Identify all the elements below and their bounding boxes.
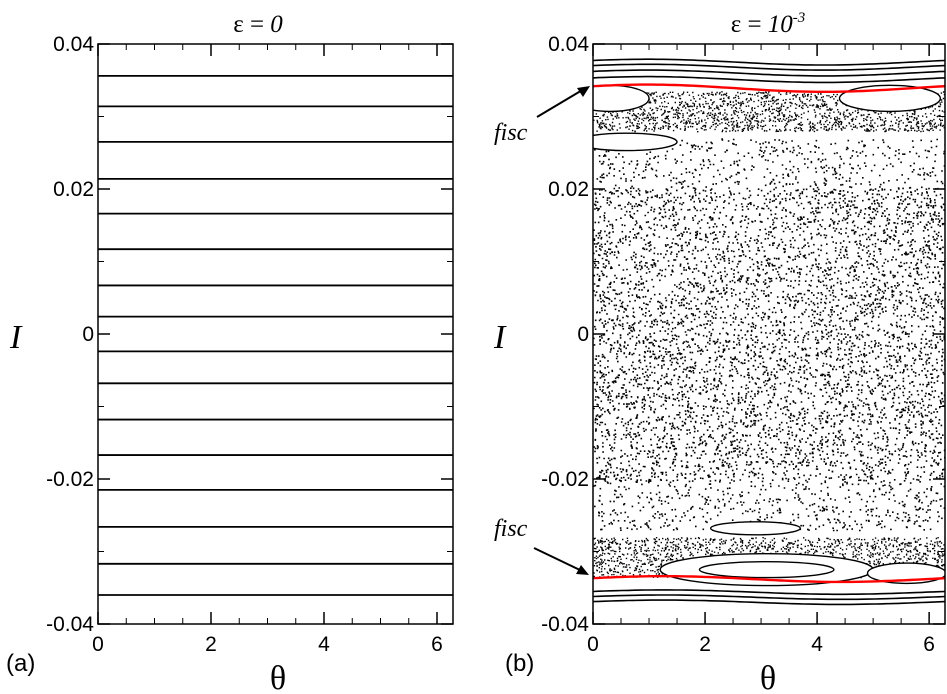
- panel-a-ytick-label-3: -0.02: [46, 468, 94, 491]
- panel-b-fisc-curve-1: [593, 575, 945, 584]
- panel-a-ytick-label-0: 0.04: [53, 33, 94, 56]
- panel-a-ylabel: I: [9, 319, 23, 356]
- panel-b-xlabel: θ: [760, 660, 776, 694]
- panel-b-chaotic-points: [593, 91, 945, 579]
- panel-a-tick-labels: 0 2 4 6 0.04 0.02 0 -0.02 -0.04: [46, 33, 443, 656]
- panel-a-xtick-label-1: 2: [205, 633, 217, 656]
- panel-b-ytick-label-1: 0.02: [548, 178, 589, 201]
- panel-b-frame: [592, 43, 946, 625]
- panel-a-ytick-label-2: 0: [82, 323, 94, 346]
- panel-b-tick-labels: 0 2 4 6 0.04 0.02 0 -0.02 -0.04: [541, 33, 935, 656]
- panel-a: ε = 0 0 2 4 6 0.04 0.02 0 -0.02 -0.04 I θ (a): [6, 11, 454, 694]
- panel-a-xlabel: θ: [270, 660, 286, 694]
- panel-b-kam-curve-top-0: [593, 58, 945, 66]
- panel-a-xtick-label-3: 6: [431, 633, 443, 656]
- panel-b-ticks: [592, 43, 945, 625]
- panel-a-xtick-label-0: 0: [92, 633, 104, 656]
- panel-b-kam-curve-bottom-1: [593, 594, 945, 601]
- panel-b-kam-curve-top-1: [593, 63, 945, 71]
- panel-a-ytick-label-4: -0.04: [46, 613, 94, 636]
- panel-b-title: ε = 10-3: [731, 10, 806, 38]
- panel-b: ε = 10-3 0 2 4 6 0.04 0.02 0 -0.02 -0.04 I θ (b)…: [493, 10, 946, 694]
- fisc-arrow-bottom: [533, 547, 589, 575]
- panel-b-fisc-curves: [593, 83, 945, 584]
- panel-b-ytick-label-3: -0.02: [541, 468, 589, 491]
- panel-a-title: ε = 0: [233, 11, 283, 38]
- fisc-annotation-bottom: fisc: [494, 516, 528, 542]
- panel-b-islands: [593, 84, 945, 587]
- panel-b-xtick-label-1: 2: [699, 633, 711, 656]
- panel-a-frame: [97, 43, 454, 625]
- panel-b-xtick-label-3: 6: [923, 633, 935, 656]
- panel-b-letter: (b): [505, 650, 534, 677]
- panel-a-xtick-label-2: 4: [318, 633, 330, 656]
- panel-a-ytick-label-1: 0.02: [53, 178, 94, 201]
- panel-a-series-lines: [98, 75, 453, 596]
- panel-b-kam-curve-bottom-2: [593, 599, 945, 606]
- panel-b-island-2: [593, 132, 678, 152]
- panel-b-ytick-label-4: -0.04: [541, 613, 589, 636]
- panel-b-island-4: [698, 560, 835, 579]
- panel-b-fisc-curve-0: [593, 83, 945, 93]
- panel-a-ticks: [97, 43, 453, 625]
- fisc-annotation-top: fisc: [494, 120, 528, 146]
- panel-b-kam-curve-bottom-0: [593, 589, 945, 596]
- panel-a-letter: (a): [6, 650, 35, 677]
- panel-b-xtick-label-2: 4: [811, 633, 823, 656]
- fisc-arrow-top: [536, 86, 590, 118]
- panel-b-ylabel: I: [493, 319, 507, 356]
- panel-b-kam-curve-top-3: [593, 75, 945, 84]
- panel-b-kam-curve-top-2: [593, 69, 945, 77]
- panel-b-ytick-label-0: 0.04: [548, 33, 589, 56]
- panel-b-xtick-label-0: 0: [587, 633, 599, 656]
- panel-b-island-5: [709, 521, 801, 536]
- panel-b-kam-curves: [593, 58, 945, 606]
- panel-b-ytick-label-2: 0: [577, 323, 589, 346]
- panel-b-scatter-points: [593, 91, 945, 579]
